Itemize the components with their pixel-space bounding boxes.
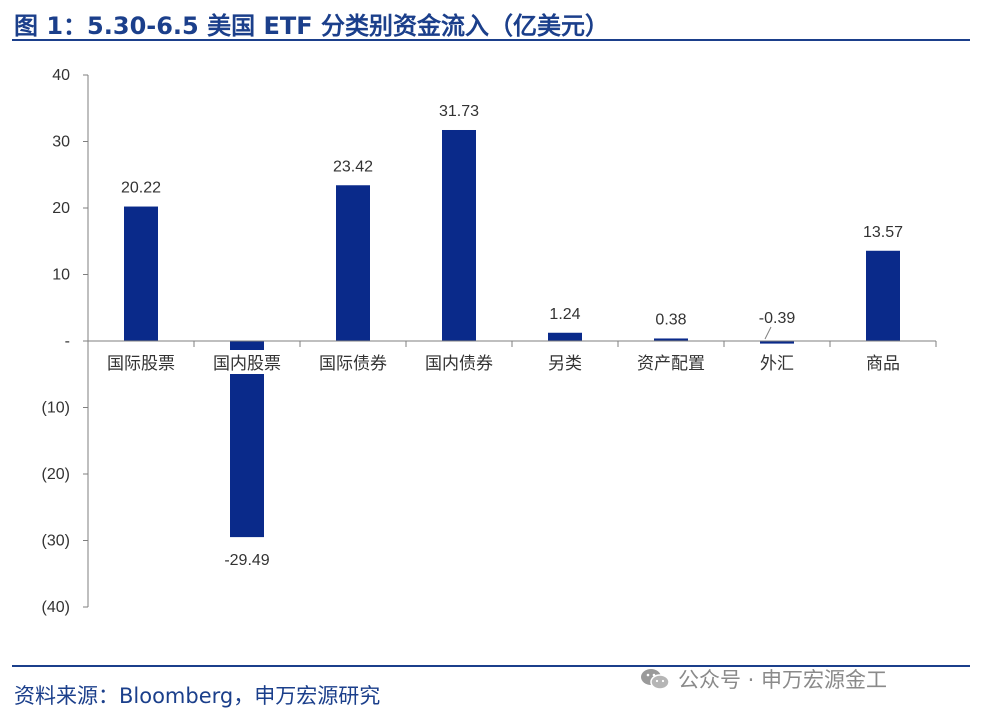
data-label: -29.49	[224, 552, 269, 569]
category-label-bg	[544, 350, 586, 374]
y-tick-label: 10	[52, 267, 70, 284]
category-label: 国内债券	[425, 354, 493, 374]
y-tick-label: 40	[52, 67, 70, 84]
y-tick-label: (40)	[42, 599, 70, 616]
data-label: 13.57	[863, 224, 903, 241]
category-label-bg	[632, 350, 710, 374]
bar	[866, 250, 900, 341]
y-tick-label: 30	[52, 134, 70, 151]
category-label-bg	[208, 350, 286, 374]
data-label: 31.73	[439, 103, 479, 120]
data-label: 1.24	[549, 306, 580, 323]
category-label: 国内股票	[213, 354, 281, 374]
y-tick-label: -	[65, 333, 70, 350]
y-tick-label: (10)	[42, 400, 70, 417]
source-note: 资料来源：Bloomberg，申万宏源研究	[14, 684, 381, 708]
data-label: -0.39	[759, 310, 796, 327]
bar	[654, 338, 688, 341]
category-label: 资产配置	[637, 354, 705, 374]
watermark: 公众号 · 申万宏源金工	[640, 664, 887, 694]
data-label: 20.22	[121, 180, 161, 197]
category-label: 国际股票	[107, 354, 175, 374]
category-label: 商品	[866, 354, 900, 374]
y-tick-label: (30)	[42, 533, 70, 550]
bar	[760, 341, 794, 344]
bar	[442, 129, 476, 341]
category-label-bg	[314, 350, 392, 374]
category-label: 国际债券	[319, 354, 387, 374]
bar-chart: 40 30 20 10 - (10) (20) (30) (40) 国际股票 国内股票 国际债券 国内债…	[42, 67, 937, 616]
watermark-text: 公众号 · 申万宏源金工	[678, 668, 888, 692]
category-label-bg	[420, 350, 498, 374]
title-rule	[12, 39, 970, 41]
y-tick-label: 20	[52, 200, 70, 217]
data-label: 23.42	[333, 158, 373, 175]
chart-title: 图 1：5.30-6.5 美国 ETF 分类别资金流入（亿美元）	[14, 12, 609, 40]
bar	[336, 185, 370, 341]
bar	[548, 332, 582, 341]
category-label: 另类	[548, 354, 582, 374]
data-label: 0.38	[655, 311, 686, 328]
category-label: 外汇	[760, 354, 794, 374]
y-tick-label: (20)	[42, 466, 70, 483]
category-label-bg	[102, 350, 180, 374]
bar	[124, 206, 158, 341]
category-label-bg	[756, 350, 798, 374]
wechat-icon	[641, 669, 670, 690]
footer-rule	[12, 665, 970, 667]
data-label-leader	[764, 326, 772, 340]
category-label-bg	[862, 350, 904, 374]
